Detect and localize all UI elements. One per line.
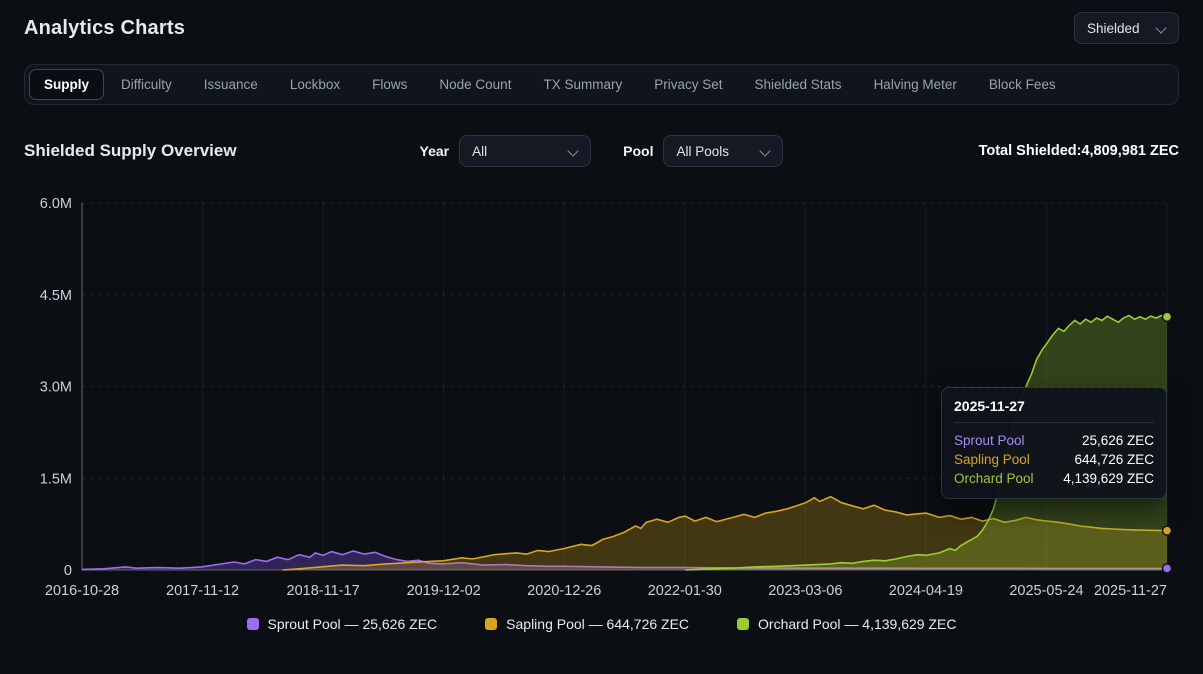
year-filter-value: All	[472, 143, 488, 159]
sapling-pool-endpoint-marker	[1161, 525, 1173, 536]
year-filter-label: Year	[419, 143, 450, 159]
sprout-pool-line	[81, 550, 1167, 571]
tab-halving-meter[interactable]: Halving Meter	[873, 77, 957, 92]
legend-label: Sapling Pool — 644,726 ZEC	[506, 616, 690, 632]
legend-item[interactable]: Sprout Pool — 25,626 ZEC	[246, 616, 438, 632]
tab-shielded-stats[interactable]: Shielded Stats	[754, 77, 842, 92]
tooltip-series-value: 4,139,629 ZEC	[1063, 471, 1154, 486]
y-axis-tick-label: 3.0M	[40, 380, 72, 396]
tooltip-series-value: 644,726 ZEC	[1074, 452, 1154, 467]
tab-issuance[interactable]: Issuance	[203, 77, 258, 92]
page-title: Analytics Charts	[24, 16, 186, 39]
y-axis-tick-label: 6.0M	[40, 196, 72, 212]
legend-swatch	[485, 618, 498, 630]
legend-swatch	[246, 618, 259, 630]
shielded-supply-chart[interactable]: 2016-10-28 2017-11-12 2018-11-17 2019-12-02…	[24, 179, 1183, 604]
tab-block-fees[interactable]: Block Fees	[988, 77, 1056, 92]
x-axis-tick-label: 2025-05-24	[1009, 583, 1083, 599]
tooltip-row: Sapling Pool 644,726 ZEC	[954, 450, 1154, 469]
tooltip-series-name: Sprout Pool	[954, 433, 1025, 448]
legend-label: Sprout Pool — 25,626 ZEC	[267, 616, 438, 632]
x-axis-tick-label: 2025-11-27	[1094, 583, 1167, 599]
tooltip-series-name: Orchard Pool	[954, 471, 1034, 486]
chart-controls: Shielded Supply Overview Year All Pool A…	[0, 105, 1203, 171]
view-selector-dropdown[interactable]: Shielded	[1074, 12, 1179, 44]
tab-privacy-set[interactable]: Privacy Set	[654, 77, 723, 92]
tab-supply[interactable]: Supply	[29, 69, 105, 100]
page-header: Analytics Charts Shielded	[0, 0, 1203, 52]
tooltip-series-value: 25,626 ZEC	[1081, 433, 1154, 448]
pool-filter-group: Pool All Pools	[623, 135, 784, 167]
x-axis-tick-label: 2023-03-06	[768, 583, 842, 599]
x-axis-tick-label: 2017-11-12	[166, 583, 239, 599]
tab-flows[interactable]: Flows	[372, 77, 408, 92]
view-selector-value: Shielded	[1087, 20, 1140, 36]
section-title: Shielded Supply Overview	[24, 141, 237, 160]
tab-node-count[interactable]: Node Count	[439, 77, 512, 92]
chart-tab-bar: Supply Difficulty Issuance Lockbox Flows Node…	[24, 64, 1179, 105]
sprout-pool-endpoint-marker	[1161, 563, 1173, 574]
x-axis-tick-label: 2022-01-30	[648, 583, 722, 599]
tab-tx-summary[interactable]: TX Summary	[543, 77, 623, 92]
orchard-pool-area	[685, 315, 1167, 570]
pool-filter-label: Pool	[623, 143, 654, 159]
x-axis-tick-label: 2019-12-02	[407, 583, 481, 599]
tooltip-series-name: Sapling Pool	[954, 452, 1030, 467]
chevron-down-icon	[760, 146, 770, 156]
legend-swatch	[737, 618, 750, 630]
orchard-pool-endpoint-marker	[1161, 311, 1173, 323]
legend-item[interactable]: Orchard Pool — 4,139,629 ZEC	[737, 616, 956, 632]
sapling-pool-line	[282, 495, 1168, 571]
year-filter-dropdown[interactable]: All	[459, 135, 592, 167]
pool-filter-value: All Pools	[676, 143, 729, 159]
y-axis-tick-label: 1.5M	[40, 471, 72, 487]
total-shielded-label: Total Shielded:	[978, 143, 1082, 159]
chart-legend: Sprout Pool — 25,626 ZEC Sapling Pool — 6…	[0, 604, 1203, 632]
tooltip-row: Orchard Pool 4,139,629 ZEC	[954, 469, 1154, 488]
total-shielded-value: 4,809,981 ZEC	[1081, 143, 1179, 159]
pool-filter-dropdown[interactable]: All Pools	[663, 135, 784, 167]
x-axis-tick-label: 2018-11-17	[287, 583, 360, 599]
tooltip-row: Sprout Pool 25,626 ZEC	[954, 431, 1154, 450]
y-axis-tick-label: 0	[64, 563, 72, 579]
tab-lockbox[interactable]: Lockbox	[289, 77, 341, 92]
tab-difficulty[interactable]: Difficulty	[121, 77, 172, 92]
x-axis-tick-label: 2020-12-26	[527, 583, 601, 599]
y-axis-tick-label: 4.5M	[40, 288, 72, 304]
chevron-down-icon	[1156, 23, 1166, 33]
total-shielded: Total Shielded:4,809,981 ZEC	[799, 143, 1179, 159]
legend-item[interactable]: Sapling Pool — 644,726 ZEC	[485, 616, 689, 632]
chevron-down-icon	[568, 146, 578, 156]
legend-label: Orchard Pool — 4,139,629 ZEC	[758, 616, 957, 632]
tooltip-date: 2025-11-27	[954, 398, 1154, 423]
year-filter-group: Year All	[420, 135, 592, 167]
supply-chart-area: 2016-10-28 2017-11-12 2018-11-17 2019-12-02…	[24, 179, 1183, 604]
chart-tooltip: 2025-11-27 Sprout Pool 25,626 ZEC Sapling …	[941, 387, 1167, 499]
sapling-pool-area	[282, 496, 1167, 570]
x-axis-tick-label: 2024-04-19	[889, 583, 963, 599]
x-axis-tick-label: 2016-10-28	[45, 583, 119, 599]
